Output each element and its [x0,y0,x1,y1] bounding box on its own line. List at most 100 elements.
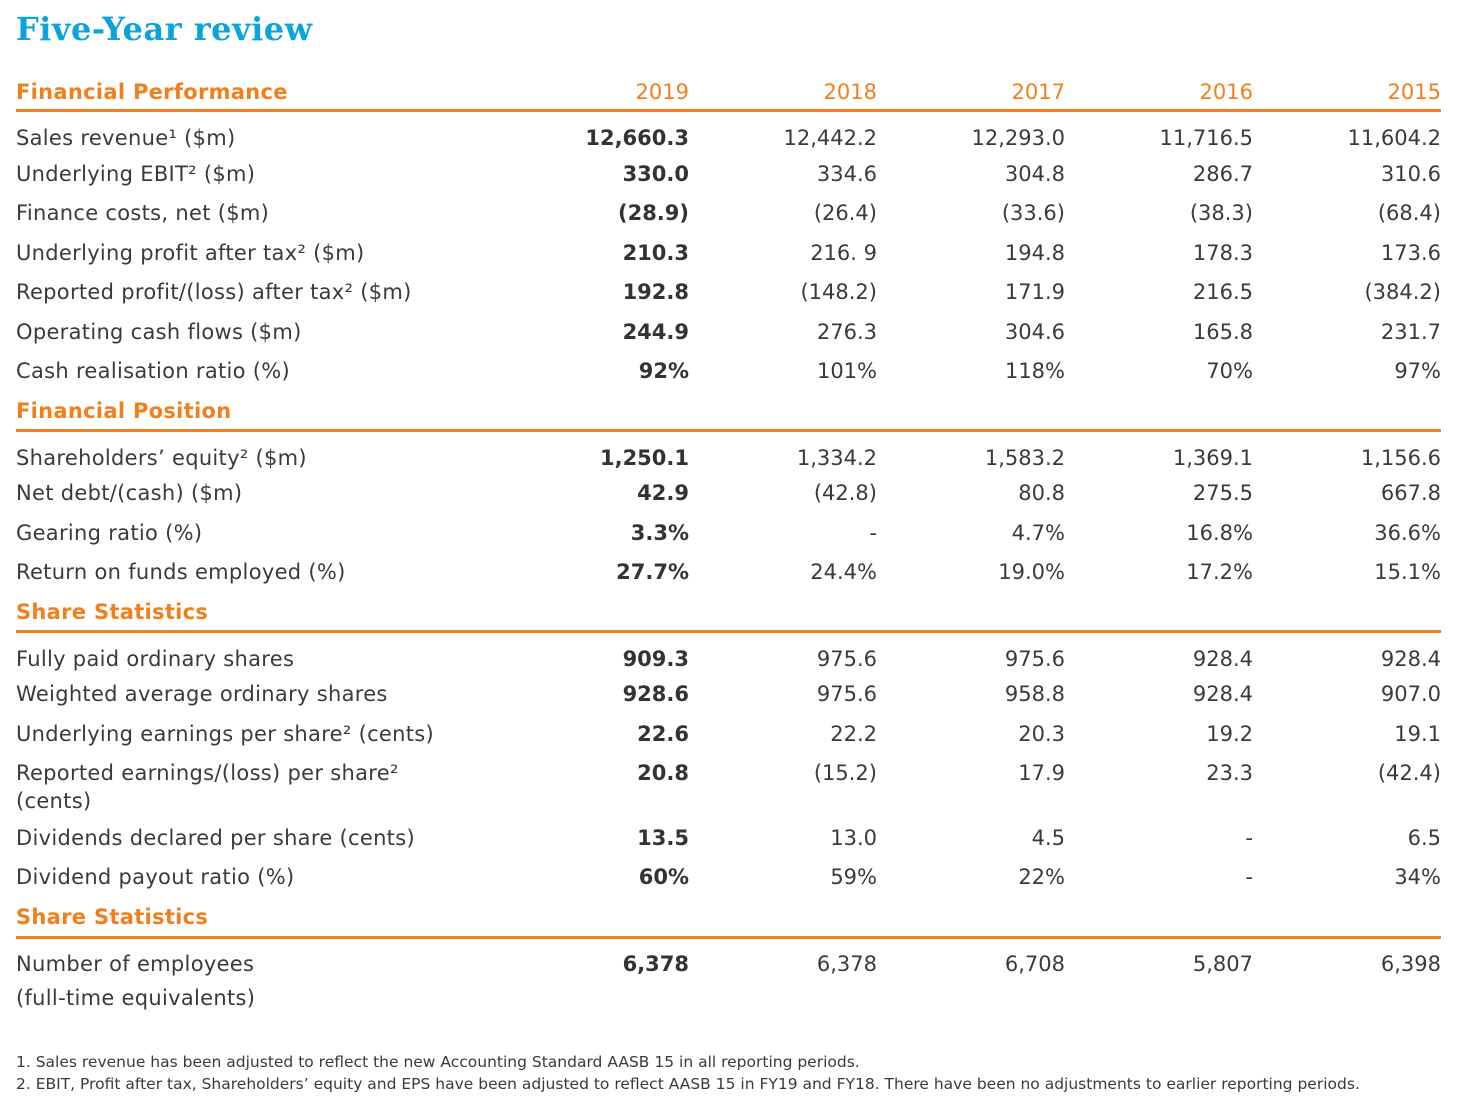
cell-2019: 27.7% [616,560,689,584]
cell-2016: 19.2 [1206,722,1253,746]
cell-2019: 20.8 [637,761,689,785]
cell-2018: 975.6 [816,682,877,706]
cell-2016: 1,369.1 [1172,446,1253,470]
row-sublabel: (full-time equivalents) [16,986,256,1010]
cell-2017: 194.8 [1004,241,1065,265]
cell-2015: 173.6 [1380,241,1441,265]
cell-2015: 907.0 [1380,682,1441,706]
table-row: Gearing ratio (%) 3.3% - 4.7% 16.8% 36.6… [16,519,1441,555]
table-row: Number of employees (full-time equivalen… [16,950,1441,1014]
cell-2017: 17.9 [1018,761,1065,785]
cell-2015: 6,398 [1380,952,1441,976]
cell-2017: 22% [1018,865,1065,889]
row-label: Net debt/(cash) ($m) [16,481,243,505]
cell-2015: 6.5 [1407,826,1441,850]
cell-2016: 11,716.5 [1159,126,1253,150]
row-label: Number of employees [16,952,255,976]
cell-2015: 1,156.6 [1360,446,1441,470]
year-header: 2015 [1387,80,1441,104]
cell-2016: 23.3 [1206,761,1253,785]
cell-2015: 15.1% [1374,560,1441,584]
cell-2017: 975.6 [1004,647,1065,671]
cell-2015: 11,604.2 [1347,126,1441,150]
cell-2016: 275.5 [1192,481,1253,505]
cell-2017: 118% [1004,359,1065,383]
cell-2015: 310.6 [1380,162,1441,186]
footnote-1: 1. Sales revenue has been adjusted to re… [16,1053,860,1071]
cell-2015: (384.2) [1364,280,1441,304]
cell-2016: 178.3 [1192,241,1253,265]
cell-2018: (15.2) [813,761,877,785]
row-label: Reported earnings/(loss) per share² (cen… [16,761,399,813]
section-header-financial-position: Financial Position [16,397,1441,433]
cell-2018: 6,378 [816,952,877,976]
cell-2018: 12,442.2 [783,126,877,150]
cell-2019: 6,378 [622,952,689,976]
section-heading: Financial Performance [16,80,288,104]
cell-2018: 101% [816,359,877,383]
cell-2019: 244.9 [622,320,689,344]
section-divider [16,936,1441,939]
cell-2015: 34% [1394,865,1441,889]
cell-2019: 330.0 [622,162,689,186]
table-row: Reported profit/(loss) after tax² ($m) 1… [16,278,1441,314]
table-row: Cash realisation ratio (%) 92% 101% 118%… [16,357,1441,393]
page-title: Five-Year review [16,10,313,48]
cell-2019: 210.3 [622,241,689,265]
cell-2016: 16.8% [1186,521,1253,545]
cell-2017: 304.6 [1004,320,1065,344]
cell-2015: 97% [1394,359,1441,383]
table-row: Dividends declared per share (cents) 13.… [16,824,1441,860]
cell-2018: 1,334.2 [796,446,877,470]
cell-2018: 13.0 [830,826,877,850]
row-label: Finance costs, net ($m) [16,201,270,225]
row-label: Return on funds employed (%) [16,560,346,584]
cell-2017: 171.9 [1004,280,1065,304]
cell-2016: 286.7 [1192,162,1253,186]
section-header-share-statistics: Share Statistics [16,598,1441,634]
cell-2017: 80.8 [1018,481,1065,505]
table-row: Dividend payout ratio (%) 60% 59% 22% - … [16,863,1441,899]
row-label: Fully paid ordinary shares [16,647,295,671]
section-heading: Share Statistics [16,600,209,624]
year-header: 2018 [823,80,877,104]
year-header: 2016 [1199,80,1253,104]
cell-2015: (68.4) [1377,201,1441,225]
cell-2018: (26.4) [813,201,877,225]
table-row: Return on funds employed (%) 27.7% 24.4%… [16,558,1441,594]
cell-2015: 19.1 [1394,722,1441,746]
cell-2019: 42.9 [637,481,689,505]
table-row: Weighted average ordinary shares 928.6 9… [16,680,1441,716]
cell-2018: 59% [830,865,877,889]
cell-2016: 17.2% [1186,560,1253,584]
cell-2018: 22.2 [830,722,877,746]
cell-2019: 92% [638,359,689,383]
cell-2017: 304.8 [1004,162,1065,186]
row-label: Dividends declared per share (cents) [16,826,415,850]
cell-2015: 928.4 [1380,647,1441,671]
cell-2016: 928.4 [1192,647,1253,671]
row-label: Gearing ratio (%) [16,521,203,545]
section-heading: Share Statistics [16,905,209,929]
cell-2019: 3.3% [630,521,689,545]
cell-2016: 216.5 [1192,280,1253,304]
table-row: Net debt/(cash) ($m) 42.9 (42.8) 80.8 27… [16,479,1441,515]
row-label: Underlying earnings per share² (cents) [16,722,435,746]
table-row: Sales revenue¹ ($m) 12,660.3 12,442.2 12… [16,124,1441,160]
cell-2017: 6,708 [1004,952,1065,976]
cell-2016: 5,807 [1192,952,1253,976]
table-row: Underlying profit after tax² ($m) 210.3 … [16,239,1441,275]
cell-2015: 231.7 [1380,320,1441,344]
section-divider [16,630,1441,633]
cell-2019: 60% [638,865,689,889]
section-heading: Financial Position [16,399,232,423]
table-row: Underlying EBIT² ($m) 330.0 334.6 304.8 … [16,160,1441,196]
cell-2017: 20.3 [1018,722,1065,746]
row-label: Operating cash flows ($m) [16,320,302,344]
year-header: 2017 [1011,80,1065,104]
table-row: Operating cash flows ($m) 244.9 276.3 30… [16,318,1441,354]
table-row: Shareholders’ equity² ($m) 1,250.1 1,334… [16,444,1441,480]
cell-2018: 276.3 [816,320,877,344]
table-row: Finance costs, net ($m) (28.9) (26.4) (3… [16,199,1441,235]
row-label: Weighted average ordinary shares [16,682,388,706]
